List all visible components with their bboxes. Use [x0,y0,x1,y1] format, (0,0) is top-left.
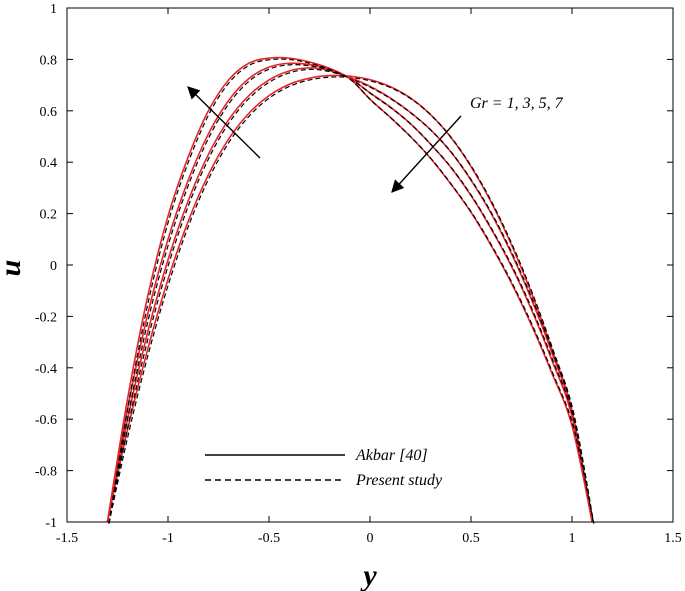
series-dashed-gr-7 [108,58,595,524]
y-axis-label: u [0,260,27,277]
series-dashed-gr-3 [108,68,595,524]
gr-annotation: Gr = 1, 3, 5, 7 [470,95,564,112]
series-line-gr-5 [106,62,593,523]
x-tick-label: 1.5 [664,531,682,546]
y-tick-label: -1 [45,516,57,531]
x-tick-label: 0.5 [462,531,480,546]
x-tick-label: -1 [162,531,174,546]
y-tick-label: 0.8 [40,53,58,68]
x-tick-label: -0.5 [258,531,280,546]
ticks-layer: -1.5 -1 -0.5 0 0.5 1 1.5-1-0.8-0.6-0.4-0.200.2… [35,2,682,546]
y-tick-label: -0.2 [35,310,57,325]
legend: Akbar [40] Present study [205,447,443,489]
legend-label-akbar: Akbar [40] [355,447,428,464]
y-tick-label: 1 [50,2,57,17]
curves-layer [106,56,595,524]
y-tick-label: 0 [50,259,57,274]
x-axis-label: y [360,559,377,591]
x-tick-label: 1 [569,531,576,546]
y-tick-label: 0.4 [40,156,58,171]
series-line-gr-7 [106,56,593,523]
x-tick-label: -1.5 [56,531,78,546]
series-dashed-gr-5 [108,64,595,524]
y-tick-label: -0.4 [35,362,57,377]
y-tick-label: 0.2 [40,208,58,223]
arrow-down-left [391,115,462,193]
series-line-gr-1 [106,74,593,523]
y-tick-label: -0.6 [35,413,57,428]
x-tick-label: 0 [367,531,374,546]
arrow-up-left [187,86,261,159]
series-line-gr-3 [106,67,593,523]
y-tick-label: -0.8 [35,465,57,480]
legend-label-present-study: Present study [355,472,443,489]
plot-frame [66,7,674,523]
y-tick-label: 0.6 [40,105,58,120]
